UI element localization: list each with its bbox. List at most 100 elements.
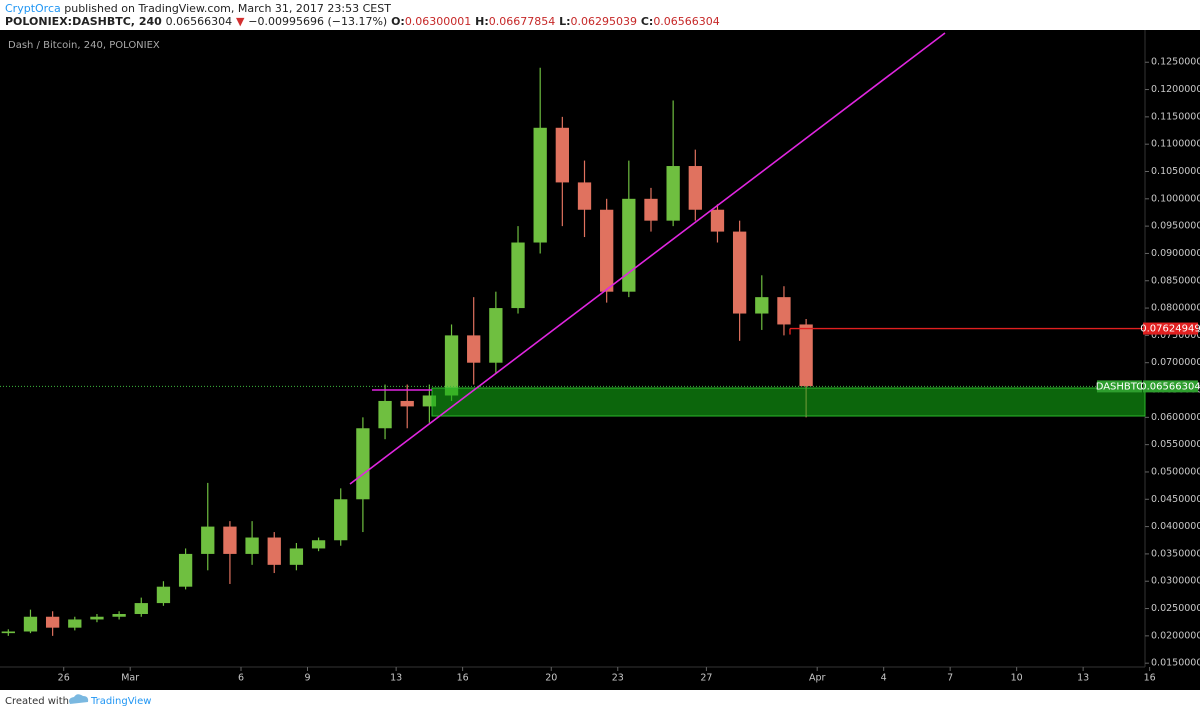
support-zone <box>431 387 1146 417</box>
header-line-1: CryptOrca published on TradingView.com, … <box>5 2 391 15</box>
candle-body <box>289 548 304 565</box>
last-price-tag <box>1143 380 1198 393</box>
candle-body <box>156 586 171 604</box>
candle-body <box>378 400 392 429</box>
candle-body <box>23 616 38 632</box>
candle-body <box>600 209 614 292</box>
candle-body <box>201 526 215 554</box>
candle-body <box>311 540 326 549</box>
open: 0.06300001 <box>405 15 471 28</box>
change: −0.00995696 (−13.17%) <box>248 15 387 28</box>
published: published on TradingView.com, March 31, … <box>64 2 391 15</box>
last: 0.06566304 <box>166 15 232 28</box>
tv-logo <box>69 694 89 704</box>
candle-body <box>422 395 437 407</box>
symbol-tag <box>1097 380 1142 393</box>
candle-body <box>710 209 725 232</box>
symbol: POLONIEX:DASHBTC, 240 <box>5 15 162 28</box>
x-tick-label: Apr <box>809 673 826 684</box>
x-tick-label: 16 <box>1144 673 1156 684</box>
chart-background <box>0 30 1200 690</box>
candle-body <box>732 231 747 314</box>
x-tick-label: 16 <box>457 673 469 684</box>
author[interactable]: CryptOrca <box>5 2 61 15</box>
candle-body <box>644 198 658 221</box>
y-tick-label: 0.12500000 <box>1151 57 1200 68</box>
footer-brand[interactable]: TradingView <box>90 696 151 707</box>
high: 0.06677854 <box>489 15 555 28</box>
candle-body <box>334 499 348 541</box>
candle-body <box>688 166 702 210</box>
x-tick-label: 7 <box>947 673 953 684</box>
candle-body <box>245 537 259 554</box>
candle-body <box>777 297 791 325</box>
header-line-2: POLONIEX:DASHBTC, 240 0.06566304 ▼ −0.00… <box>5 15 720 28</box>
candle-body <box>555 127 569 183</box>
c-label: C: <box>641 15 653 28</box>
close: 0.06566304 <box>653 15 719 28</box>
chart-title: Dash / Bitcoin, 240, POLONIEX <box>8 40 160 51</box>
candle-body <box>90 616 104 620</box>
candle-body <box>533 127 547 243</box>
low: 0.06295039 <box>571 15 637 28</box>
candle-body <box>577 182 592 210</box>
candle-body <box>45 616 60 628</box>
l-label: L: <box>559 15 570 28</box>
alert-label: 0.07624949 <box>1140 324 1200 335</box>
candle-body <box>68 619 82 628</box>
alert-tag <box>1143 322 1198 335</box>
candle-body <box>444 335 459 396</box>
o-label: O: <box>391 15 405 28</box>
symbol-label: DASHBTC <box>1096 381 1144 392</box>
candle-body <box>799 324 813 387</box>
trend-line <box>349 32 946 485</box>
candle-body <box>178 553 193 587</box>
footer-bar <box>0 690 1200 713</box>
candle-body <box>356 428 370 500</box>
candle-body <box>112 614 126 617</box>
candle-body <box>489 308 503 363</box>
candle-body <box>400 400 414 407</box>
x-tick-label: 13 <box>1077 673 1089 684</box>
x-tick-label: 9 <box>304 673 310 684</box>
candle-body <box>1 631 15 634</box>
candle-body <box>622 198 636 292</box>
x-tick-label: 27 <box>700 673 712 684</box>
last-price-label: 0.06566304 <box>1140 381 1200 392</box>
candle-body <box>755 297 769 314</box>
x-tick-label: 13 <box>390 673 402 684</box>
candle-body <box>134 603 148 615</box>
candle-body <box>267 537 281 565</box>
candle-body <box>666 166 680 221</box>
x-tick-label: 10 <box>1011 673 1023 684</box>
x-tick-label: 26 <box>58 673 70 684</box>
candle-body <box>467 335 481 363</box>
x-tick-label: 23 <box>612 673 624 684</box>
x-tick-label: 20 <box>545 673 557 684</box>
h-label: H: <box>475 15 489 28</box>
candle-body <box>223 526 237 554</box>
x-tick-label: Mar <box>121 673 139 684</box>
